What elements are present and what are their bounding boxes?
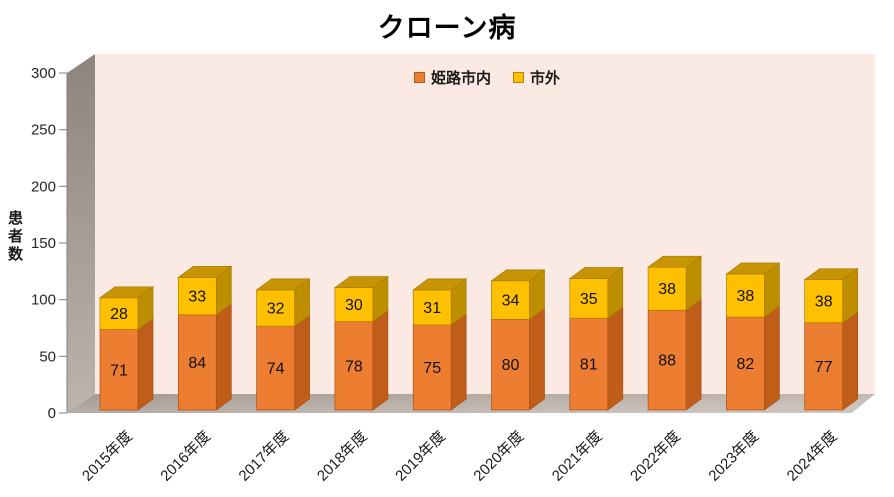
bar-front-姫路市内-2018年度 (334, 321, 374, 411)
bar-front-姫路市内-2021年度 (569, 317, 609, 411)
value-label-姫路市内-2017年度: 74 (267, 361, 285, 378)
bar-side-姫路市内-2022年度 (685, 298, 702, 411)
bars (98, 255, 859, 411)
bar-side-姫路市内-2023年度 (764, 305, 780, 411)
legend-label-outside-city: 市外 (530, 70, 561, 87)
value-label-市外-2018年度: 30 (345, 297, 363, 314)
value-label-姫路市内-2019年度: 75 (423, 360, 441, 377)
value-label-市外-2024年度: 38 (815, 294, 833, 311)
bar-front-市外-2019年度 (412, 289, 452, 326)
x-axis-label-2015年度: 2015年度 (79, 428, 136, 485)
x-axis-label-2016年度: 2016年度 (157, 428, 214, 485)
bar-side-姫路市内-2019年度 (450, 313, 467, 411)
value-label-市外-2016年度: 33 (188, 289, 206, 306)
bar-top-市外-2022年度 (647, 255, 703, 268)
x-axis-label-2024年度: 2024年度 (784, 428, 841, 485)
left-wall (67, 54, 95, 413)
value-label-市外-2021年度: 35 (580, 291, 598, 308)
legend-item-himeji-city: 姫路市内 (413, 67, 491, 88)
value-label-姫路市内-2016年度: 84 (188, 355, 206, 372)
value-label-姫路市内-2023年度: 82 (737, 356, 755, 373)
x-axis-label-2023年度: 2023年度 (705, 428, 762, 485)
bar-front-市外-2015年度 (99, 297, 139, 330)
x-axis-label-2022年度: 2022年度 (627, 428, 684, 485)
y-tick-label: 100 (31, 292, 56, 309)
legend: 姫路市内 市外 (413, 67, 560, 88)
x-axis-label-2019年度: 2019年度 (392, 428, 449, 485)
bar-top-市外-2018年度 (333, 276, 389, 288)
bar-top-市外-2024年度 (803, 268, 859, 281)
bar-side-姫路市内-2015年度 (137, 317, 154, 411)
bar-side-姫路市内-2016年度 (215, 303, 232, 411)
value-labels: 71 28 84 33 74 32 78 30 75 31 80 34 81 35 88 38 82 38 77 38 (110, 281, 833, 379)
x-axis-label-2020年度: 2020年度 (470, 428, 527, 485)
bar-top-市外-2020年度 (490, 269, 546, 282)
bar-front-姫路市内-2017年度 (256, 325, 295, 411)
bar-top-市外-2015年度 (98, 286, 155, 299)
bar-side-姫路市内-2024年度 (842, 311, 859, 411)
bar-front-姫路市内-2016年度 (177, 314, 217, 411)
bar-front-姫路市内-2015年度 (99, 329, 139, 411)
bar-front-市外-2018年度 (334, 287, 374, 322)
chart-title: クローン病 (377, 13, 517, 43)
bar-front-姫路市内-2020年度 (491, 318, 530, 411)
bar-side-姫路市内-2020年度 (529, 307, 545, 411)
legend-swatch-himeji-city (413, 72, 425, 83)
value-label-姫路市内-2022年度: 88 (658, 353, 676, 370)
x-axis-labels: 2015年度 2016年度 2017年度 2018年度 2019年度 2020年度 2021… (79, 428, 841, 485)
value-label-姫路市内-2020年度: 80 (502, 357, 520, 374)
x-axis-label-2018年度: 2018年度 (314, 428, 371, 485)
x-axis-label-2017年度: 2017年度 (236, 428, 293, 485)
bar-front-市外-2024年度 (804, 279, 844, 324)
value-label-姫路市内-2015年度: 71 (110, 362, 128, 379)
value-label-市外-2022年度: 38 (658, 281, 676, 298)
bar-top-市外-2023年度 (725, 262, 781, 275)
legend-label-himeji-city: 姫路市内 (430, 70, 491, 87)
bar-side-姫路市内-2017年度 (294, 314, 310, 411)
bar-front-市外-2022年度 (647, 266, 687, 311)
value-label-市外-2015年度: 28 (110, 306, 128, 323)
y-tick-label: 0 (48, 405, 56, 422)
bar-top-市外-2019年度 (412, 278, 468, 291)
y-tick-label: 250 (31, 122, 56, 139)
value-label-姫路市内-2024年度: 77 (815, 359, 833, 376)
bar-front-市外-2021年度 (569, 278, 609, 319)
value-label-市外-2019年度: 31 (423, 300, 441, 317)
bar-top-市外-2017年度 (255, 278, 311, 291)
legend-swatch-outside-city (513, 72, 524, 83)
y-tick-label: 150 (31, 235, 56, 252)
value-label-市外-2023年度: 38 (737, 288, 755, 305)
bar-front-姫路市内-2024年度 (804, 322, 844, 411)
bar-side-姫路市内-2018年度 (372, 309, 389, 411)
y-tick-label: 200 (31, 178, 56, 195)
bar-top-市外-2021年度 (568, 267, 624, 279)
bar-front-市外-2017年度 (256, 289, 295, 327)
value-label-姫路市内-2018年度: 78 (345, 358, 363, 375)
y-tick-label: 300 (31, 65, 56, 82)
y-tick-label: 50 (39, 348, 56, 365)
bar-top-市外-2016年度 (177, 266, 233, 278)
y-axis-title: 患者数 (6, 210, 23, 264)
legend-item-outside-city: 市外 (513, 67, 560, 88)
bar-front-市外-2020年度 (491, 280, 530, 320)
y-axis-ticks: 0 50 100 150 200 250 300 (31, 65, 67, 422)
bar-side-姫路市内-2021年度 (607, 306, 624, 411)
bar-front-市外-2023年度 (726, 273, 765, 318)
value-label-市外-2017年度: 32 (267, 301, 285, 318)
x-axis-label-2021年度: 2021年度 (549, 428, 606, 485)
bar-front-姫路市内-2019年度 (412, 324, 452, 411)
bar-front-市外-2016年度 (177, 277, 217, 316)
value-label-市外-2020年度: 34 (502, 293, 520, 310)
value-label-姫路市内-2021年度: 81 (580, 357, 598, 374)
